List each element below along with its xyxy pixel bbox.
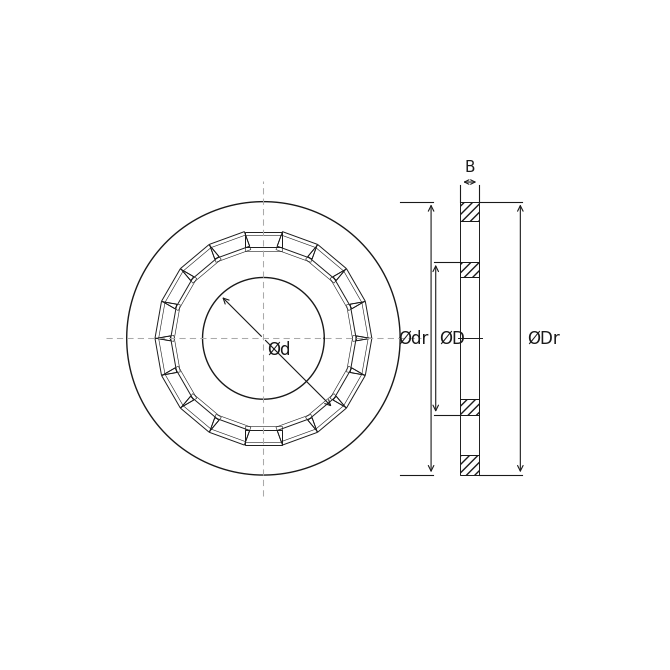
- Text: Ød: Ød: [267, 341, 291, 359]
- Bar: [460, 399, 479, 415]
- Text: ØDr: ØDr: [527, 330, 560, 347]
- Bar: [460, 262, 479, 277]
- Bar: [460, 202, 479, 221]
- Bar: [460, 456, 479, 475]
- Text: Ødr: Ødr: [398, 330, 429, 347]
- Text: ØD: ØD: [439, 330, 465, 347]
- Text: B: B: [464, 160, 475, 175]
